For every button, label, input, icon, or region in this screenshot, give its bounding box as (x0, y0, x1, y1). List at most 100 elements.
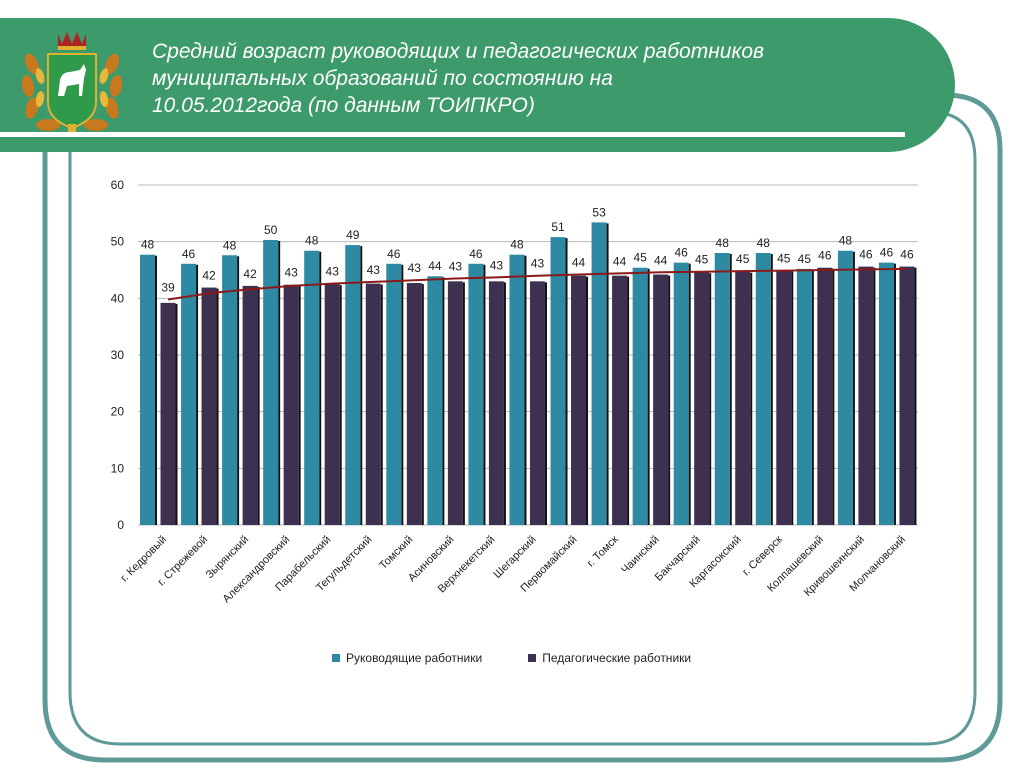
bar-teachers (653, 274, 669, 525)
x-tick-label: Томский (377, 534, 415, 572)
bar-shadow (873, 267, 876, 525)
bar-leaders (632, 267, 648, 525)
bar-leaders (304, 250, 320, 525)
bar-shadow (483, 264, 486, 525)
data-label-leaders: 46 (182, 247, 196, 261)
bar-leaders (837, 250, 853, 525)
bar-shadow (401, 264, 404, 525)
bar-leaders (427, 276, 443, 525)
data-label-leaders: 48 (757, 236, 771, 250)
data-label-teachers: 44 (613, 254, 627, 268)
bar-shadow (442, 277, 445, 525)
bar-shadow (503, 282, 506, 525)
bar-leaders (263, 239, 279, 525)
data-label-teachers: 43 (531, 257, 545, 271)
bar-teachers (694, 272, 710, 525)
bar-leaders (509, 254, 525, 525)
data-label-leaders: 48 (141, 238, 155, 252)
data-label-teachers: 43 (449, 260, 463, 274)
data-label-leaders: 46 (675, 246, 689, 260)
data-label-teachers: 43 (326, 265, 340, 279)
bar-shadow (688, 263, 691, 525)
bar-leaders (181, 263, 197, 525)
bar-teachers (612, 275, 628, 525)
bar-shadow (155, 255, 157, 525)
data-label-teachers: 45 (736, 252, 750, 266)
y-tick-label: 10 (111, 461, 125, 475)
data-label-leaders: 45 (798, 252, 812, 266)
data-labels: 48 46 48 50 48 49 46 44 46 48 51 53 45 46 48 48 45 48 46 39… (141, 205, 914, 294)
bar-teachers (488, 281, 504, 525)
bar-shadow (175, 303, 178, 525)
bar-leaders (878, 262, 894, 525)
bar-shadow (750, 272, 753, 525)
bar-shadow (237, 256, 240, 525)
bar-leaders (755, 253, 771, 525)
bar-shadow (668, 275, 671, 525)
bar-shadow (216, 288, 219, 525)
coat-of-arms-icon (21, 32, 123, 132)
bar-shadow (565, 238, 568, 525)
bar-leaders (386, 263, 402, 525)
title-line-3: 10.05.2012года (по данным ТОИПКРО) (152, 94, 535, 117)
bar-shadow (893, 263, 896, 525)
trend-line (167, 267, 907, 301)
data-label-teachers: 43 (284, 266, 298, 280)
bar-shadow (278, 240, 281, 525)
bar-shadow (811, 269, 814, 525)
bar-teachers (858, 266, 874, 525)
legend-label-teachers: Педагогические работники (542, 651, 692, 665)
bar-shadow (914, 267, 917, 525)
data-label-teachers: 43 (367, 263, 381, 277)
bar-teachers (365, 283, 381, 525)
bar-leaders (550, 237, 566, 525)
y-axis: 0 10 20 30 40 50 60 (111, 178, 125, 532)
data-label-teachers: 42 (243, 267, 257, 281)
bar-shadow (791, 271, 794, 525)
legend-swatch-teachers (528, 654, 537, 662)
bar-shadow (421, 284, 424, 525)
bar-teachers (324, 284, 340, 525)
y-tick-label: 30 (111, 348, 125, 362)
data-label-leaders: 44 (428, 259, 442, 273)
bar-leaders (591, 222, 607, 525)
bar-shadow (380, 284, 383, 525)
bar-teachers (529, 281, 545, 525)
bar-shadow (606, 223, 609, 525)
x-tick-label: г. Томск (585, 534, 621, 570)
data-label-leaders: 50 (264, 223, 278, 237)
bar-shadow (627, 276, 630, 525)
bar-leaders (673, 262, 689, 525)
data-label-teachers: 39 (161, 280, 175, 294)
bar-leaders (796, 268, 812, 525)
data-label-teachers: 43 (490, 258, 504, 272)
y-tick-label: 20 (111, 405, 125, 419)
data-label-leaders: 46 (469, 247, 483, 261)
y-tick-label: 40 (111, 291, 125, 305)
title-line-1: Средний возраст руководящих и педагогиче… (152, 40, 765, 63)
header-divider (0, 132, 905, 137)
bar-shadow (729, 254, 732, 525)
bar-teachers (406, 283, 422, 525)
data-label-leaders: 48 (510, 238, 524, 252)
data-label-teachers: 45 (777, 252, 791, 266)
trend (167, 267, 907, 301)
data-label-leaders: 53 (592, 205, 606, 219)
data-label-teachers: 44 (654, 253, 668, 267)
bar-teachers (735, 271, 751, 525)
bar-shadow (524, 255, 527, 525)
y-tick-label: 50 (111, 235, 125, 249)
bar-leaders (714, 253, 730, 525)
bar-teachers (283, 284, 299, 525)
bar-teachers (160, 302, 176, 525)
legend-swatch-leaders (332, 654, 340, 662)
bar-teachers (242, 285, 258, 525)
chart-legend: Руководящие работники Педагогические раб… (332, 650, 737, 666)
bar-shadow (257, 286, 260, 525)
data-label-leaders: 46 (387, 247, 401, 261)
bars (140, 222, 917, 526)
data-label-teachers: 42 (202, 269, 216, 283)
